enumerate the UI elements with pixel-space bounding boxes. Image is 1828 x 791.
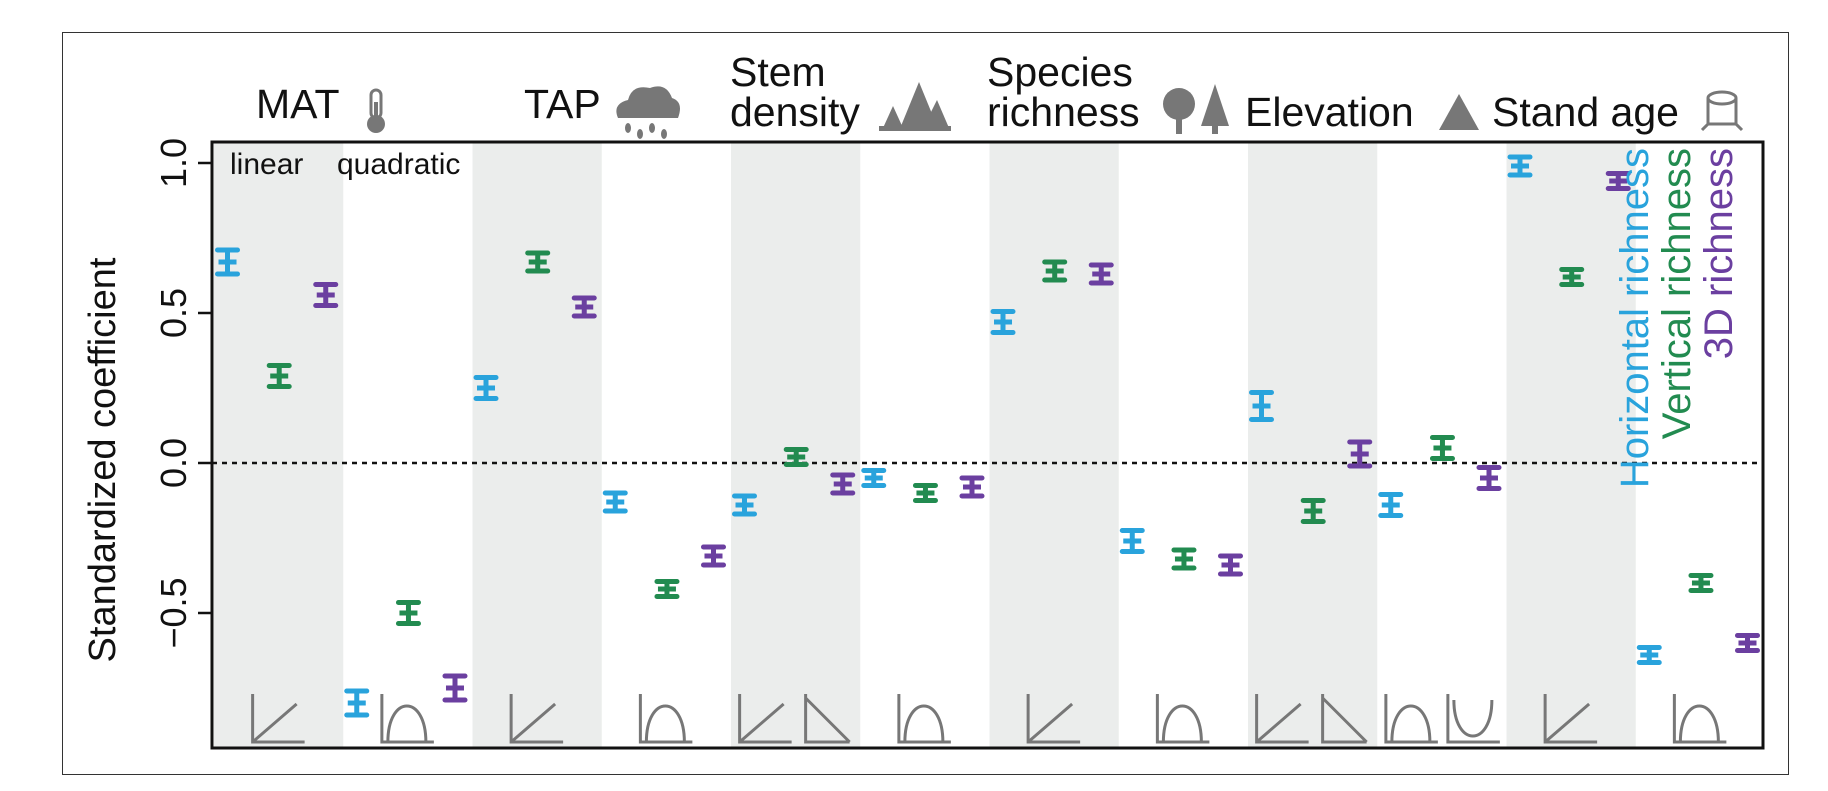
figure-frame <box>62 32 1789 775</box>
rain-cloud-icon <box>616 86 680 139</box>
data-point <box>1476 465 1502 491</box>
data-point <box>395 600 421 626</box>
shape-icon-u-shape <box>1446 694 1500 744</box>
data-point <box>215 247 241 277</box>
shape-icon-linear-decrease <box>804 694 851 744</box>
group-label-species-richness: richness <box>987 89 1140 135</box>
legend-item-horizontal-richness: Horizontal richness <box>1613 148 1657 488</box>
data-point <box>1171 547 1197 571</box>
legend-item-vertical-richness: Vertical richness <box>1655 148 1699 439</box>
data-point <box>1507 154 1533 178</box>
data-point <box>959 475 985 499</box>
shape-icon-hump <box>1155 694 1210 744</box>
shape-icon-linear-increase <box>509 694 564 744</box>
data-point <box>1559 267 1585 287</box>
shape-icon-linear-decrease <box>1321 694 1368 744</box>
plot-border <box>210 140 1765 750</box>
shape-icon-linear-increase <box>738 694 792 744</box>
trees-icon <box>1163 84 1229 134</box>
group-label-species-richness: Species <box>987 49 1133 95</box>
group-label-stem-density: density <box>730 89 860 135</box>
panel-label-linear: linear <box>230 148 303 181</box>
shape-icon-hump <box>1384 694 1438 744</box>
y-tick-label: 0.5 <box>153 288 194 338</box>
shape-icon-linear-increase <box>1543 694 1598 744</box>
data-point <box>602 490 628 514</box>
y-axis-label: Standardized coefficient <box>82 257 124 662</box>
data-point <box>473 375 499 401</box>
data-point <box>1636 645 1662 665</box>
plot-area <box>210 140 1765 750</box>
panel-label-quadratic: quadratic <box>337 148 460 181</box>
data-point <box>1429 435 1455 461</box>
series-3d-richness <box>313 171 1760 703</box>
shape-icon-hump <box>1672 694 1727 744</box>
panel-shade-tap-linear <box>472 142 602 748</box>
data-point <box>1734 633 1760 653</box>
data-point <box>830 472 856 496</box>
data-point <box>700 544 726 568</box>
data-point <box>912 483 938 503</box>
group-label-stand-age: Stand age <box>1492 89 1679 135</box>
data-point <box>1605 171 1631 191</box>
y-tick-label: 0.0 <box>153 438 194 488</box>
data-point <box>1300 498 1326 524</box>
data-point <box>783 447 809 467</box>
data-point <box>1119 528 1145 554</box>
group-label-stem-density: Stem <box>730 49 826 95</box>
data-point <box>1042 259 1068 283</box>
panel-shade-stem-density-linear <box>731 142 861 748</box>
data-point <box>732 493 758 517</box>
data-point <box>313 282 339 308</box>
panel-shade-mat-linear <box>214 142 344 748</box>
panel-shade-stand-age-linear <box>1506 142 1636 748</box>
data-point <box>266 363 292 389</box>
data-point <box>525 250 551 274</box>
group-label-mat: MAT <box>256 81 340 127</box>
data-point <box>1088 262 1114 286</box>
data-point <box>442 673 468 703</box>
thermometer-icon <box>367 88 385 133</box>
shape-icon-hump <box>380 694 434 744</box>
y-axis: 1.0 0.5 0.0 −0.5 Standardized coefficient <box>82 138 212 662</box>
shape-icon-hump <box>638 694 693 744</box>
mountain-icon <box>1439 94 1479 130</box>
series-horizontal-richness <box>215 154 1662 718</box>
panel-shade-elevation-linear <box>1248 142 1378 748</box>
group-label-tap: TAP <box>524 81 601 127</box>
shape-icon-linear-increase <box>1026 694 1081 744</box>
data-point <box>344 688 370 718</box>
shape-icon-hump <box>897 694 951 744</box>
data-point <box>1688 573 1714 593</box>
series-vertical-richness <box>266 250 1714 626</box>
y-tick-label: −0.5 <box>153 577 194 648</box>
shape-icon-linear-increase <box>251 694 305 744</box>
data-point <box>654 579 680 599</box>
data-point <box>1347 439 1373 469</box>
data-point <box>571 295 597 319</box>
data-point <box>1378 492 1404 518</box>
y-tick-label: 1.0 <box>153 138 194 188</box>
data-point <box>1249 390 1275 422</box>
shape-icon-linear-increase <box>1255 694 1309 744</box>
data-point <box>990 309 1016 335</box>
data-point <box>1217 553 1243 577</box>
forest-icon <box>879 82 951 131</box>
data-point <box>861 468 887 488</box>
panel-shade-species-richness-linear <box>989 142 1119 748</box>
group-label-elevation: Elevation <box>1245 89 1414 135</box>
tree-stump-icon <box>1700 90 1744 132</box>
legend-item-3d-richness: 3D richness <box>1697 148 1741 359</box>
